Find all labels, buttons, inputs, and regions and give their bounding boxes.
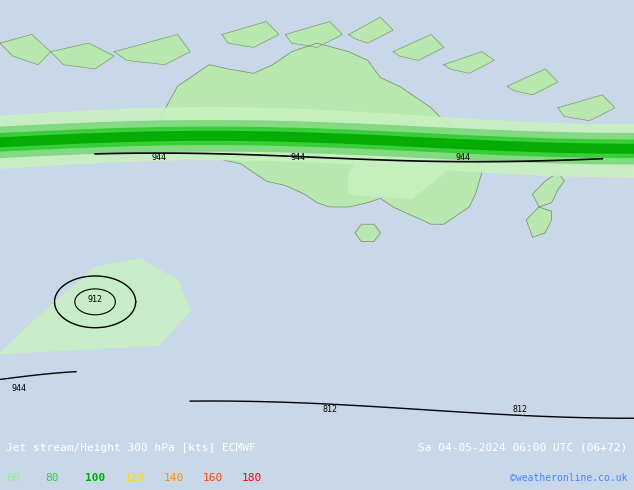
Text: 912: 912 bbox=[87, 295, 103, 304]
Polygon shape bbox=[533, 172, 564, 207]
Polygon shape bbox=[114, 34, 190, 65]
Polygon shape bbox=[0, 127, 634, 157]
Polygon shape bbox=[222, 22, 279, 48]
Text: 944: 944 bbox=[11, 384, 27, 392]
Text: Jet stream/Height 300 hPa [kts] ECMWF: Jet stream/Height 300 hPa [kts] ECMWF bbox=[6, 442, 256, 453]
Polygon shape bbox=[0, 108, 634, 177]
Text: 160: 160 bbox=[203, 473, 223, 483]
Polygon shape bbox=[0, 121, 634, 164]
Polygon shape bbox=[0, 259, 190, 354]
Text: 180: 180 bbox=[242, 473, 262, 483]
Text: 120: 120 bbox=[124, 473, 145, 483]
Text: 944: 944 bbox=[455, 153, 470, 162]
Polygon shape bbox=[285, 22, 342, 48]
Text: 60: 60 bbox=[6, 473, 20, 483]
Polygon shape bbox=[444, 52, 495, 74]
Polygon shape bbox=[0, 34, 51, 65]
Polygon shape bbox=[349, 138, 444, 198]
Text: 812: 812 bbox=[322, 405, 337, 414]
Text: 944: 944 bbox=[151, 153, 166, 162]
Polygon shape bbox=[355, 224, 380, 242]
Text: 140: 140 bbox=[164, 473, 184, 483]
Polygon shape bbox=[51, 43, 114, 69]
Text: ©weatheronline.co.uk: ©weatheronline.co.uk bbox=[510, 473, 628, 483]
Text: 100: 100 bbox=[85, 473, 105, 483]
Text: 812: 812 bbox=[512, 405, 527, 414]
Text: Sa 04-05-2024 06:00 UTC (06+72): Sa 04-05-2024 06:00 UTC (06+72) bbox=[418, 442, 628, 453]
Polygon shape bbox=[526, 207, 552, 237]
Polygon shape bbox=[349, 17, 393, 43]
Polygon shape bbox=[158, 43, 482, 224]
Text: 80: 80 bbox=[46, 473, 59, 483]
Text: 944: 944 bbox=[290, 153, 306, 162]
Polygon shape bbox=[393, 34, 444, 60]
Polygon shape bbox=[558, 95, 615, 121]
Polygon shape bbox=[507, 69, 558, 95]
Polygon shape bbox=[0, 131, 634, 153]
